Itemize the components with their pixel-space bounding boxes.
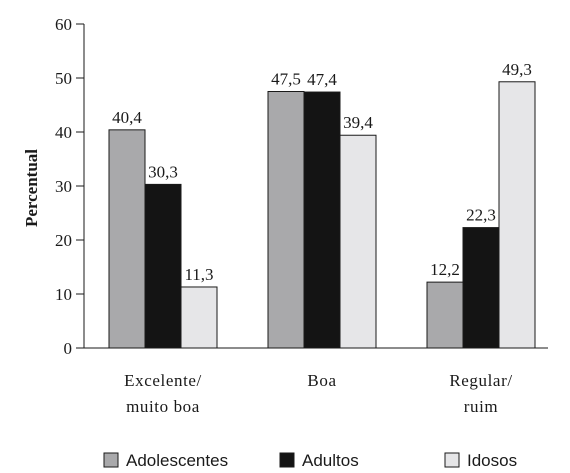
y-tick-label: 60: [55, 15, 72, 34]
bar-value-label: 47,4: [307, 70, 337, 89]
bar-value-label: 39,4: [343, 113, 373, 132]
x-category-label: muito boa: [126, 397, 200, 416]
y-tick-label: 40: [55, 123, 72, 142]
bar-value-label: 49,3: [502, 60, 532, 79]
bar-value-label: 30,3: [148, 162, 178, 181]
legend-swatch-adolescentes: [103, 452, 119, 468]
bar-value-label: 12,2: [430, 260, 460, 279]
bar-value-label: 22,3: [466, 206, 496, 225]
bar-value-label: 47,5: [271, 70, 301, 89]
bar-adultos-0: [144, 183, 182, 349]
legend-label-idosos: Idosos: [467, 451, 517, 470]
y-tick-label: 30: [55, 177, 72, 196]
bar-adolescentes-0: [108, 129, 146, 349]
y-tick-label: 10: [55, 285, 72, 304]
bar-value-label: 11,3: [184, 265, 213, 284]
y-tick-label: 50: [55, 69, 72, 88]
y-tick-label: 20: [55, 231, 72, 250]
y-axis-title: Percentual: [22, 149, 41, 227]
bar-idosos-0: [180, 286, 218, 349]
x-category-label: ruim: [464, 397, 499, 416]
bar-adolescentes-2: [426, 281, 464, 349]
bar-value-label: 40,4: [112, 108, 142, 127]
legend: Adolescentes Adultos Idosos: [103, 451, 517, 470]
x-category-label: Boa: [307, 371, 336, 390]
bar-adultos-2: [462, 227, 500, 349]
bar-idosos-2: [498, 81, 536, 349]
legend-swatch-adultos: [279, 452, 295, 468]
bar-idosos-1: [339, 134, 377, 349]
y-tick-label: 0: [64, 339, 73, 358]
x-category-label: Excelente/: [124, 371, 202, 390]
legend-swatch-idosos: [444, 452, 460, 468]
legend-label-adultos: Adultos: [302, 451, 359, 470]
legend-label-adolescentes: Adolescentes: [126, 451, 228, 470]
bar-adolescentes-1: [267, 91, 305, 349]
plot-area: 0 10 20 30 40 50 60 40,4 47,5 12,2 30,3 47,4 22,3 11,…: [55, 15, 548, 416]
bar-adultos-1: [303, 91, 341, 349]
x-category-label: Regular/: [449, 371, 512, 390]
